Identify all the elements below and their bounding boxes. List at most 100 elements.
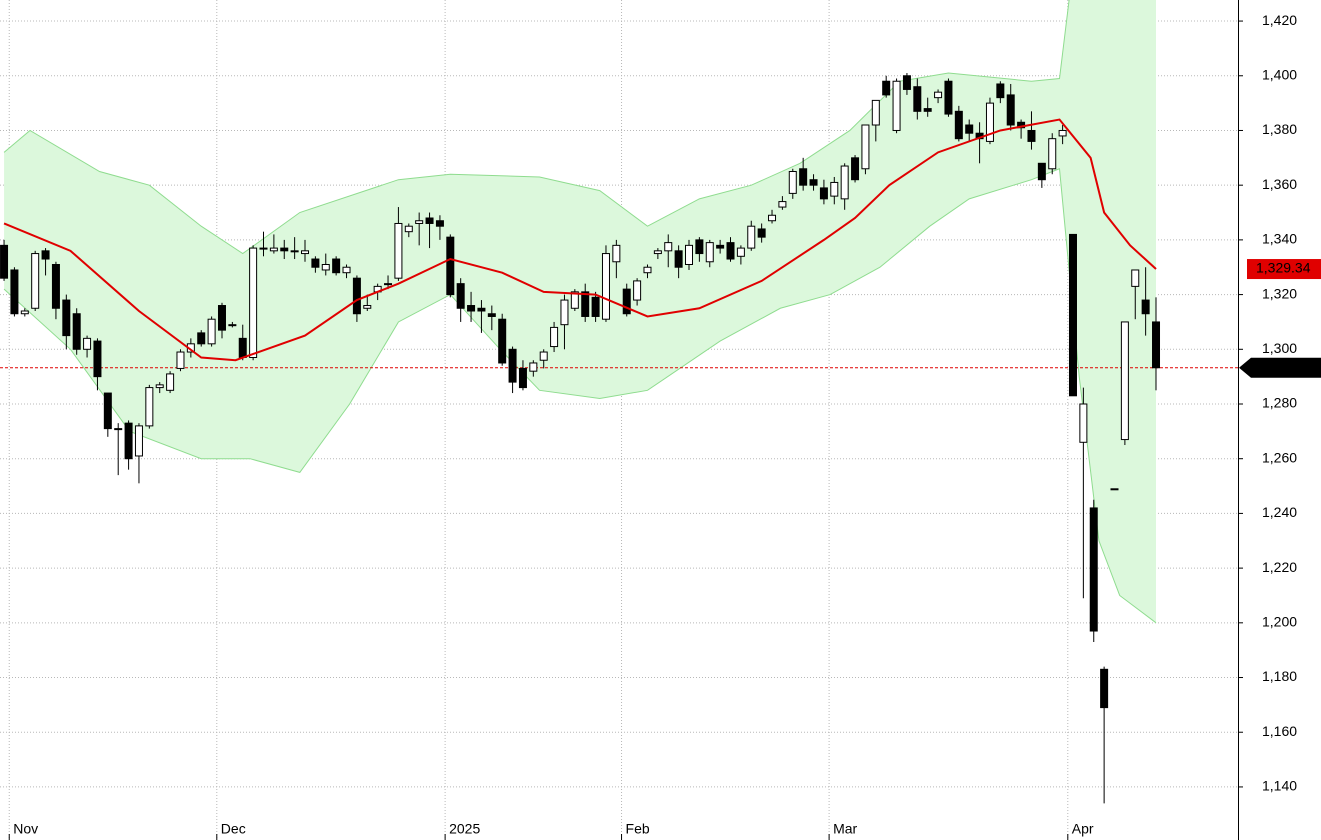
price-tag-label: 1,293.25 bbox=[1255, 358, 1310, 374]
y-tick-label: 1,160 bbox=[1262, 723, 1297, 739]
candle-body bbox=[529, 362, 538, 372]
candle-body bbox=[861, 124, 870, 170]
candle-body bbox=[249, 247, 258, 358]
plot-area: Nov Dec 2025 Feb Mar Apr bbox=[0, 0, 1238, 840]
candle-body bbox=[757, 228, 766, 238]
candle-body bbox=[570, 291, 579, 309]
candle-body bbox=[1027, 129, 1036, 142]
candle-body bbox=[352, 277, 361, 315]
candle-body bbox=[622, 288, 631, 315]
y-tick-label: 1,180 bbox=[1262, 668, 1297, 684]
candle-body bbox=[716, 244, 725, 249]
candle-body bbox=[819, 187, 828, 200]
candle-body bbox=[560, 299, 569, 326]
candle-body bbox=[954, 110, 963, 140]
y-tick-label: 1,200 bbox=[1262, 614, 1297, 630]
candle-body bbox=[280, 247, 289, 252]
candle-body bbox=[425, 217, 434, 224]
candle-body bbox=[72, 313, 81, 350]
candle-body bbox=[1006, 94, 1015, 126]
x-tick-label: Feb bbox=[626, 821, 650, 837]
candle-body bbox=[228, 324, 237, 327]
x-tick-label: 2025 bbox=[449, 821, 480, 837]
x-tick-label: Nov bbox=[13, 821, 38, 837]
candle-body bbox=[591, 296, 600, 317]
candle-body bbox=[166, 373, 175, 391]
candle-body bbox=[736, 247, 745, 257]
candle-body bbox=[892, 80, 901, 131]
candle-body bbox=[332, 258, 341, 274]
candle-body bbox=[871, 99, 880, 126]
candle-body bbox=[1048, 138, 1057, 170]
y-tick-label: 1,380 bbox=[1262, 121, 1297, 137]
candle-body bbox=[996, 83, 1005, 99]
candle-body bbox=[643, 266, 652, 274]
y-tick-label: 1,280 bbox=[1262, 395, 1297, 411]
candle-body bbox=[840, 165, 849, 200]
candle-body bbox=[93, 340, 102, 378]
candle-body bbox=[51, 264, 60, 309]
candle-body bbox=[217, 305, 226, 331]
candle-body bbox=[674, 250, 683, 268]
y-tick-label: 1,420 bbox=[1262, 12, 1297, 28]
candle-body bbox=[1110, 488, 1119, 491]
candle-body bbox=[882, 80, 891, 96]
candle-body bbox=[726, 242, 735, 260]
candle-body bbox=[944, 80, 953, 115]
candle-body bbox=[923, 108, 932, 112]
candle-body bbox=[207, 318, 216, 345]
candle-body bbox=[705, 242, 714, 263]
candle-body bbox=[342, 266, 351, 274]
candle-body bbox=[176, 351, 185, 369]
candle-body bbox=[20, 310, 29, 315]
candle-body bbox=[685, 244, 694, 266]
candle-body bbox=[1141, 299, 1150, 315]
candle-body bbox=[934, 91, 943, 99]
candle-body bbox=[965, 124, 974, 134]
candle-body bbox=[518, 367, 527, 389]
candle-body bbox=[404, 225, 413, 233]
moving-average bbox=[3, 118, 1157, 362]
candle-body bbox=[124, 422, 133, 460]
candle-body bbox=[435, 220, 444, 227]
candle-body bbox=[467, 305, 476, 312]
candle-body bbox=[259, 247, 268, 250]
candle-body bbox=[902, 75, 911, 90]
candle-body bbox=[197, 332, 206, 345]
candle-body bbox=[581, 291, 590, 317]
candle-body bbox=[664, 242, 673, 252]
axis-panel bbox=[1238, 0, 1321, 840]
candle-body bbox=[799, 168, 808, 186]
candle-body bbox=[913, 86, 922, 112]
y-tick-label: 1,240 bbox=[1262, 504, 1297, 520]
candle-body bbox=[498, 318, 507, 364]
candle-body bbox=[415, 220, 424, 224]
candle-body bbox=[851, 157, 860, 181]
candle-body bbox=[1131, 269, 1140, 287]
candle-body bbox=[31, 253, 40, 309]
y-tick-label: 1,400 bbox=[1262, 66, 1297, 82]
candle-body bbox=[301, 250, 310, 255]
candle-body bbox=[155, 384, 164, 389]
candle-body bbox=[1058, 129, 1067, 137]
candle-body bbox=[384, 283, 393, 286]
candle-body bbox=[695, 239, 704, 255]
candle-body bbox=[394, 222, 403, 279]
candle-body bbox=[830, 181, 839, 197]
y-tick-label: 1,140 bbox=[1262, 778, 1297, 794]
candle-body bbox=[1079, 403, 1088, 443]
candle-body bbox=[788, 171, 797, 194]
candle-body bbox=[633, 280, 642, 301]
y-axis: 1,140 1,160 1,180 1,200 1,220 1,240 1,260 1,280… bbox=[1238, 0, 1321, 840]
candle-body bbox=[778, 201, 787, 208]
y-tick-label: 1,360 bbox=[1262, 176, 1297, 192]
candle-body bbox=[985, 102, 994, 142]
candle-body bbox=[134, 425, 143, 457]
candle-body bbox=[238, 337, 247, 358]
candle-body bbox=[363, 305, 372, 309]
candle-body bbox=[290, 250, 299, 253]
y-tick-label: 1,300 bbox=[1262, 340, 1297, 356]
candle-body bbox=[1068, 233, 1077, 397]
y-tick-label: 1,320 bbox=[1262, 285, 1297, 301]
candle-body bbox=[768, 214, 777, 222]
